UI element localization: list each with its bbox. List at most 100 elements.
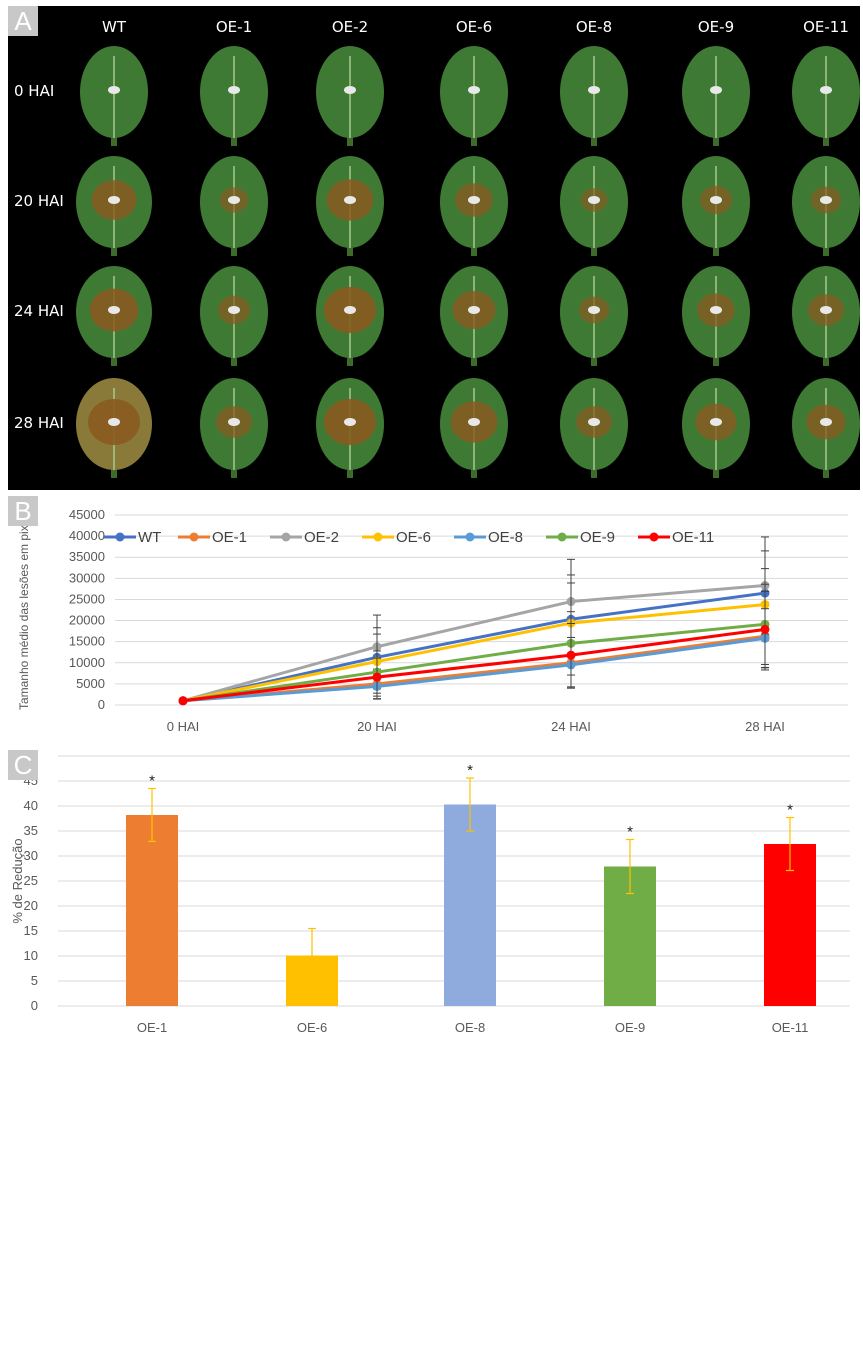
y-tick-label: 35000 <box>69 549 105 564</box>
y-tick-label: 0 <box>98 697 105 712</box>
y-tick-label: 10000 <box>69 655 105 670</box>
leaf-image <box>200 46 268 146</box>
legend-label: WT <box>138 529 161 546</box>
leaf-row-label: 28 HAI <box>14 414 64 432</box>
legend-label: OE-8 <box>488 529 523 546</box>
inoculum-disc <box>468 196 480 204</box>
significance-marker: * <box>627 824 633 841</box>
leaf-photo-grid <box>76 46 860 478</box>
series-oe-9 <box>178 583 770 706</box>
data-point <box>566 650 576 660</box>
bar <box>126 815 178 1006</box>
leaf-row-label: 24 HAI <box>14 302 64 320</box>
x-tick-label: 24 HAI <box>551 719 591 734</box>
leaf-image <box>316 156 384 256</box>
x-tick-label: OE-9 <box>615 1020 645 1035</box>
x-tick-label: 28 HAI <box>745 719 785 734</box>
leaf-row-label: 20 HAI <box>14 192 64 210</box>
series-line <box>182 622 766 703</box>
legend-label: OE-9 <box>580 529 615 546</box>
panel-b-letter: B <box>8 496 38 526</box>
y-tick-label: 25 <box>24 873 38 888</box>
leaf-photo-panel: A WT OE-1 OE-2 OE-6 OE-8 OE-9 OE-11 0 HAI 20 HA… <box>8 6 860 490</box>
leaf-image <box>682 46 750 146</box>
legend-marker <box>281 532 291 542</box>
series-oe-11 <box>178 590 770 706</box>
leaf-image <box>682 266 750 366</box>
legend-marker <box>189 532 199 542</box>
inoculum-disc <box>710 196 722 204</box>
x-tick-label: OE-11 <box>772 1020 809 1035</box>
inoculum-disc <box>468 418 480 426</box>
reduction-bar-chart: 05101520253035404550% de Redução*OE-1OE-… <box>8 746 860 1345</box>
inoculum-disc <box>344 196 356 204</box>
y-tick-label: 40 <box>24 798 38 813</box>
legend-marker <box>373 532 383 542</box>
inoculum-disc <box>710 418 722 426</box>
line-chart-svg: 0 5000 10000 15000 20000 25000 30000 35000 40000… <box>17 507 848 734</box>
leaf-column-label: WT <box>102 18 126 36</box>
panel-c-letter: C <box>8 750 38 780</box>
y-axis-label: % de Redução <box>10 838 25 923</box>
y-tick-label: 15000 <box>69 634 105 649</box>
inoculum-disc <box>228 86 240 94</box>
leaf-column-label: OE-6 <box>455 18 493 36</box>
inoculum-disc <box>344 418 356 426</box>
legend-entry: OE-6 <box>362 529 431 546</box>
x-tick-label: OE-8 <box>455 1020 485 1035</box>
leaf-column-label: OE-1 <box>215 18 253 36</box>
y-tick-label: 5000 <box>76 676 105 691</box>
series-line <box>182 591 766 703</box>
data-point <box>372 672 382 682</box>
bar-chart-svg: 05101520253035404550% de Redução*OE-1OE-… <box>10 748 850 1035</box>
y-tick-label: 30 <box>24 848 38 863</box>
leaf-image <box>76 378 152 478</box>
series-wt <box>178 550 770 706</box>
leaf-image <box>80 46 148 146</box>
inoculum-disc <box>710 306 722 314</box>
leaf-image <box>560 266 628 366</box>
leaf-column-label: OE-11 <box>803 18 849 36</box>
legend-entry: OE-2 <box>270 529 339 546</box>
inoculum-disc <box>108 306 120 314</box>
data-point <box>760 624 770 634</box>
data-point <box>178 696 188 706</box>
leaf-image <box>440 266 508 366</box>
inoculum-disc <box>108 86 120 94</box>
inoculum-disc <box>228 306 240 314</box>
leaf-image <box>316 46 384 146</box>
leaf-image <box>316 378 384 478</box>
series-oe-2 <box>178 536 770 706</box>
inoculum-disc <box>468 86 480 94</box>
x-tick-label: OE-6 <box>297 1020 327 1035</box>
leaf-column-label: OE-9 <box>697 18 735 36</box>
series-oe-6 <box>178 568 770 706</box>
leaf-image <box>200 266 268 366</box>
y-tick-label: 20 <box>24 898 38 913</box>
leaf-image <box>560 46 628 146</box>
bar <box>444 804 496 1006</box>
leaf-image <box>682 156 750 256</box>
leaf-image <box>792 378 860 478</box>
inoculum-disc <box>108 418 120 426</box>
leaf-image <box>560 156 628 256</box>
leaf-image <box>440 378 508 478</box>
y-axis-label: Tamanho médio das lesões em pixels <box>17 510 31 710</box>
legend-marker <box>649 532 659 542</box>
x-tick-label: 20 HAI <box>357 719 397 734</box>
significance-marker: * <box>787 802 793 819</box>
leaf-image <box>560 378 628 478</box>
leaf-column-label: OE-8 <box>575 18 613 36</box>
inoculum-disc <box>228 196 240 204</box>
inoculum-disc <box>344 306 356 314</box>
inoculum-disc <box>710 86 722 94</box>
x-tick-label: OE-1 <box>137 1020 167 1035</box>
inoculum-disc <box>108 196 120 204</box>
legend-marker <box>115 532 125 542</box>
y-tick-label: 20000 <box>69 613 105 628</box>
leaf-image <box>76 156 152 256</box>
significance-marker: * <box>467 762 473 779</box>
legend-entry: OE-1 <box>178 529 247 546</box>
inoculum-disc <box>588 86 600 94</box>
significance-marker: * <box>149 773 155 790</box>
